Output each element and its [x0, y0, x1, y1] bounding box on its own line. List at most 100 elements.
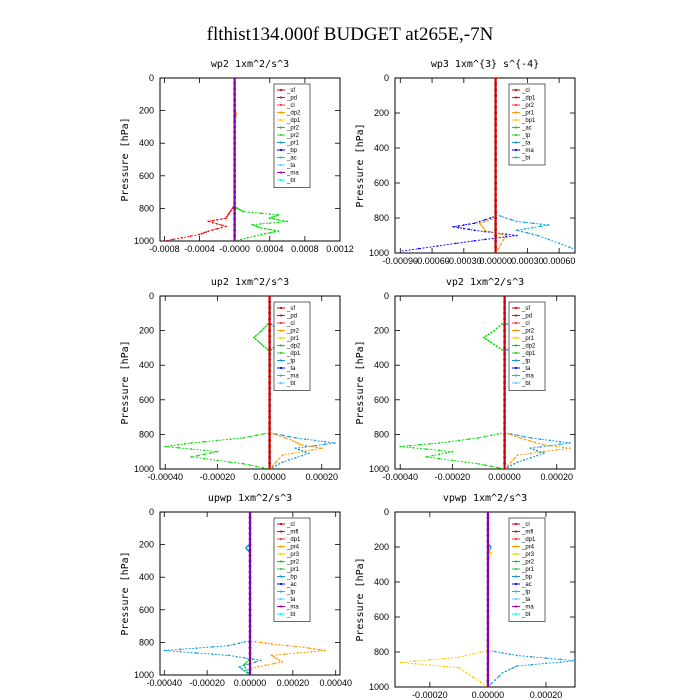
- data-point: [545, 662, 547, 665]
- legend-marker: [514, 575, 518, 578]
- legend-entry: _tp: [286, 590, 296, 596]
- data-point: [248, 592, 252, 595]
- data-point: [249, 464, 251, 466]
- data-point: [486, 580, 490, 584]
- y-tick-label: 600: [139, 605, 154, 615]
- legend-marker: [514, 605, 518, 608]
- data-point: [255, 434, 258, 437]
- data-point: [502, 239, 505, 241]
- data-point: [257, 226, 260, 229]
- data-point: [523, 221, 526, 224]
- y-tick-label: 600: [374, 612, 389, 622]
- data-point: [489, 546, 492, 548]
- legend-marker: [279, 552, 283, 556]
- data-point: [485, 338, 488, 341]
- data-point: [200, 232, 203, 235]
- legend-entry: _bp: [286, 148, 298, 154]
- x-tick-label: -0.00040: [147, 678, 183, 688]
- legend-entry: _dp2: [521, 344, 536, 350]
- legend-entry: _pr4: [286, 545, 300, 551]
- data-point: [310, 445, 313, 448]
- x-tick-label: -0.00040: [147, 472, 183, 482]
- data-point: [264, 347, 267, 349]
- data-point: [244, 547, 247, 549]
- legend-marker: [514, 141, 518, 144]
- data-point: [216, 439, 219, 442]
- data-point: [233, 141, 237, 145]
- legend-marker: [279, 537, 283, 541]
- legend-marker: [514, 96, 518, 99]
- data-point: [506, 348, 509, 351]
- data-point: [248, 586, 252, 590]
- data-point: [539, 225, 542, 228]
- data-point: [451, 450, 454, 453]
- data-point: [486, 668, 490, 671]
- data-point: [486, 638, 490, 642]
- data-point: [486, 574, 490, 578]
- data-point: [266, 348, 269, 351]
- data-point: [248, 662, 252, 666]
- legend-marker: [514, 148, 518, 152]
- data-point: [266, 323, 269, 325]
- data-point: [247, 659, 250, 662]
- data-point: [233, 98, 237, 102]
- data-point: [493, 343, 495, 346]
- legend-entry: _pr3: [286, 552, 300, 558]
- data-point: [314, 444, 317, 447]
- data-point: [537, 234, 539, 237]
- data-point: [237, 208, 240, 211]
- data-point: [216, 450, 219, 453]
- panel-title: wp3 1xm^{3} s^{-4}: [431, 59, 539, 70]
- legend-entry: _pr3: [521, 552, 535, 558]
- data-point: [255, 334, 257, 337]
- data-point: [486, 551, 490, 555]
- data-point: [508, 653, 511, 656]
- data-point: [248, 554, 252, 557]
- legend-marker: [279, 306, 283, 310]
- legend-marker: [279, 582, 283, 586]
- x-tick-label: -0.00030: [446, 256, 482, 266]
- data-point: [256, 333, 259, 335]
- data-point: [559, 658, 562, 661]
- series-markers-mfl: [248, 512, 252, 671]
- data-point: [251, 658, 254, 660]
- legend-entry: _dp1: [521, 351, 536, 357]
- legend-marker: [514, 597, 518, 601]
- data-point: [233, 78, 236, 80]
- data-point: [549, 444, 552, 447]
- legend: _sf _pd_cl _dp2_dp1 _pr2_pr2 _pr1_bp _ac_ta _m…: [273, 83, 311, 188]
- data-point: [494, 117, 497, 121]
- data-point: [262, 466, 264, 469]
- data-point: [220, 226, 223, 229]
- data-point: [216, 459, 219, 462]
- series-markers-tp: [163, 512, 262, 674]
- legend-marker: [514, 111, 518, 114]
- x-tick-label: -0.0004: [184, 244, 215, 254]
- data-point: [486, 627, 490, 631]
- legend-entry: _cl: [286, 321, 295, 327]
- data-point: [458, 656, 460, 659]
- legend: _cl _mfl_dp1 _pr4_pr3 _pr2_pr1 _bp_ac _tp_ta _…: [273, 517, 311, 622]
- legend-marker: [514, 126, 518, 129]
- data-point: [568, 246, 571, 249]
- x-tick-label: 0.0008: [291, 244, 319, 254]
- data-point: [268, 398, 271, 402]
- chart-panel-5: upwp 1xm^2/s^3 Pressure [hPa] 0 200 400 600 80…: [120, 493, 352, 688]
- legend-marker: [279, 545, 283, 548]
- legend-marker: [279, 344, 283, 347]
- legend-marker: [514, 344, 518, 347]
- data-point: [289, 438, 292, 441]
- y-tick-label: 1000: [369, 464, 389, 474]
- legend-marker: [279, 171, 283, 174]
- data-point: [271, 216, 273, 219]
- data-point: [220, 224, 223, 227]
- data-point: [291, 452, 294, 455]
- data-point: [268, 386, 271, 390]
- data-point: [399, 445, 402, 448]
- data-point: [273, 215, 275, 218]
- data-point: [314, 439, 317, 442]
- legend-marker: [279, 118, 283, 122]
- data-point: [233, 125, 237, 129]
- data-point: [233, 212, 237, 216]
- data-point: [486, 522, 490, 526]
